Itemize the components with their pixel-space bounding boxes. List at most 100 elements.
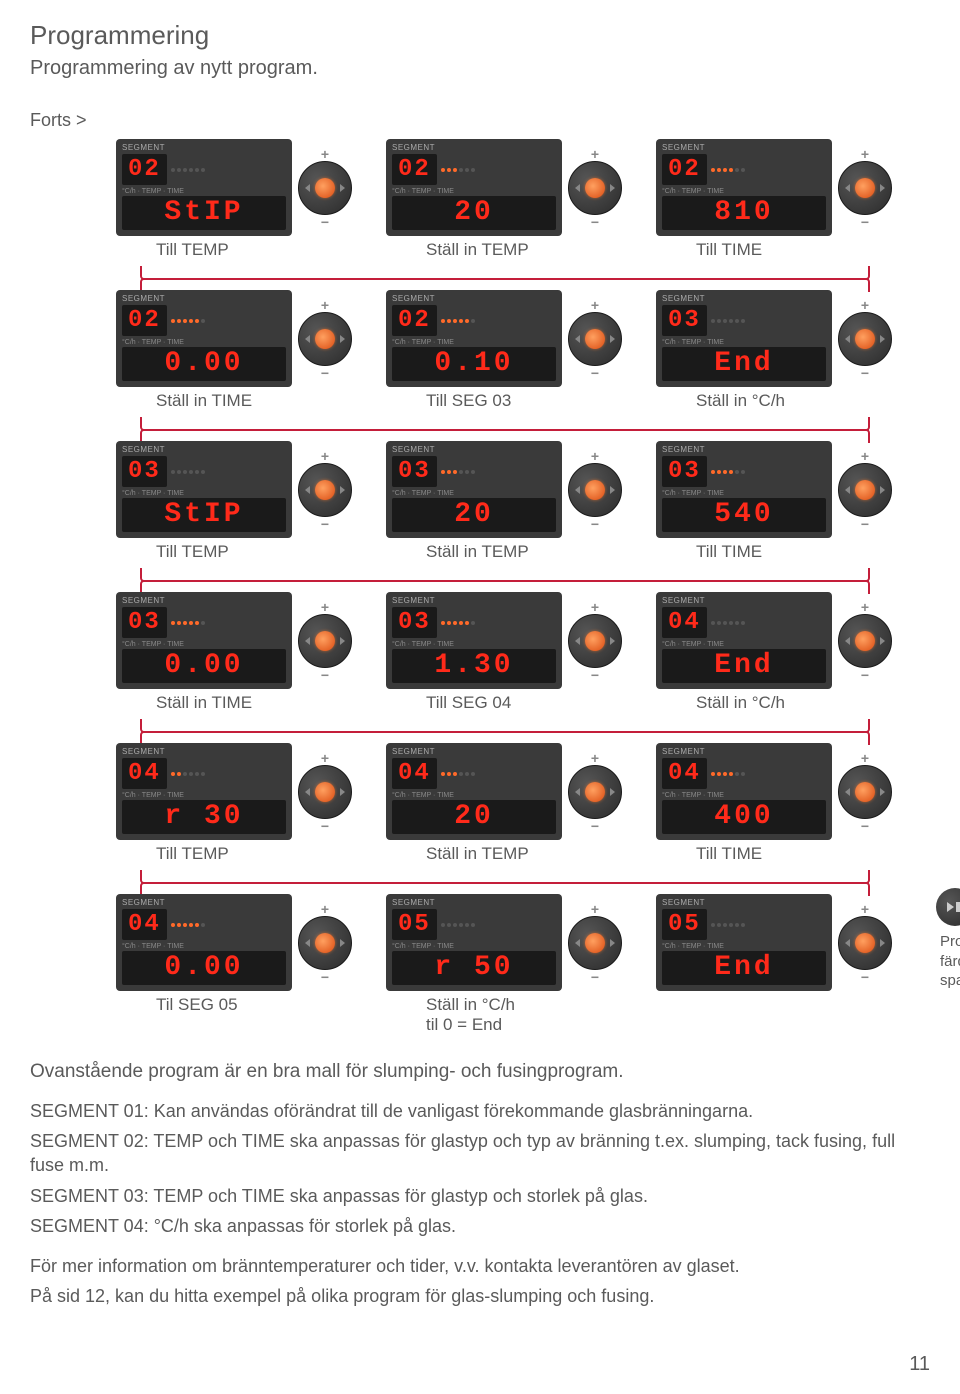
display-panel: SEGMENT 04 °C/h · TEMP · TIME 400: [656, 743, 832, 840]
indicator-dots: [711, 168, 745, 172]
main-display: 400: [662, 800, 826, 834]
main-display: 0.00: [122, 951, 286, 985]
rotary-dial[interactable]: [838, 765, 892, 819]
segment-label: SEGMENT: [662, 445, 826, 454]
controller-unit: SEGMENT 03 °C/h · TEMP · TIME 20 + −: [386, 441, 638, 538]
display-panel: SEGMENT 02 °C/h · TEMP · TIME 0.10: [386, 290, 562, 387]
dial-control[interactable]: + −: [568, 602, 622, 680]
segment-label: SEGMENT: [122, 445, 286, 454]
mode-labels: °C/h · TEMP · TIME: [662, 943, 826, 950]
plus-icon: +: [321, 904, 329, 914]
rotary-dial[interactable]: [568, 312, 622, 366]
step-caption: Till TIME: [656, 240, 908, 260]
dial-control[interactable]: + −: [568, 904, 622, 982]
rotary-dial[interactable]: [568, 916, 622, 970]
rotary-dial[interactable]: [298, 916, 352, 970]
dial-control[interactable]: + −: [298, 753, 352, 831]
controller-unit: SEGMENT 03 °C/h · TEMP · TIME 0.00 + −: [116, 592, 368, 689]
plus-icon: +: [321, 451, 329, 461]
plus-icon: +: [591, 451, 599, 461]
dial-control[interactable]: + −: [838, 602, 892, 680]
rotary-dial[interactable]: [568, 463, 622, 517]
indicator-dots: [711, 923, 745, 927]
continued-label: Forts >: [30, 110, 87, 131]
dial-control[interactable]: + −: [298, 602, 352, 680]
rotary-dial[interactable]: [298, 614, 352, 668]
rotary-dial[interactable]: [298, 765, 352, 819]
controller-row: SEGMENT 03 °C/h · TEMP · TIME StIP + − S…: [30, 441, 930, 538]
step-caption: Til SEG 05: [116, 995, 368, 1035]
caption-row: Till TEMPStäll in TEMPTill TIME: [30, 542, 930, 562]
dial-control[interactable]: + −: [838, 451, 892, 529]
play-icon: [947, 902, 954, 912]
mode-labels: °C/h · TEMP · TIME: [392, 943, 556, 950]
indicator-dots: [441, 470, 475, 474]
rotary-dial[interactable]: [568, 765, 622, 819]
dial-control[interactable]: + −: [838, 300, 892, 378]
minus-icon: −: [861, 519, 869, 529]
indicator-dots: [171, 319, 205, 323]
minus-icon: −: [591, 670, 599, 680]
main-display: StIP: [122, 196, 286, 230]
mode-labels: °C/h · TEMP · TIME: [122, 641, 286, 648]
dial-control[interactable]: + −: [838, 753, 892, 831]
segment-label: SEGMENT: [122, 747, 286, 756]
indicator-dots: [441, 621, 475, 625]
rotary-dial[interactable]: [838, 614, 892, 668]
main-display: 540: [662, 498, 826, 532]
controller-row: SEGMENT 03 °C/h · TEMP · TIME 0.00 + − S…: [30, 592, 930, 689]
indicator-dots: [711, 772, 745, 776]
caption-row: Ställ in TIMETill SEG 04Ställ in °C/h: [30, 693, 930, 713]
plus-icon: +: [321, 753, 329, 763]
main-display: StIP: [122, 498, 286, 532]
play-stop-button[interactable]: [936, 888, 960, 926]
controller-unit: SEGMENT 03 °C/h · TEMP · TIME 1.30 + −: [386, 592, 638, 689]
mode-labels: °C/h · TEMP · TIME: [122, 943, 286, 950]
segment-label: SEGMENT: [122, 143, 286, 152]
rotary-dial[interactable]: [298, 463, 352, 517]
rotary-dial[interactable]: [298, 312, 352, 366]
rotary-dial[interactable]: [568, 614, 622, 668]
indicator-dots: [171, 470, 205, 474]
footer-note-1: För mer information om bränntemperaturer…: [30, 1254, 930, 1278]
step-caption: Till TEMP: [116, 542, 368, 562]
plus-icon: +: [321, 300, 329, 310]
dial-control[interactable]: + −: [298, 904, 352, 982]
dial-control[interactable]: + −: [568, 149, 622, 227]
segment-label: SEGMENT: [392, 445, 556, 454]
mode-labels: °C/h · TEMP · TIME: [662, 792, 826, 799]
dial-control[interactable]: + −: [568, 300, 622, 378]
plus-icon: +: [591, 753, 599, 763]
dial-control[interactable]: + −: [838, 904, 892, 982]
rotary-dial[interactable]: [838, 463, 892, 517]
controller-unit: SEGMENT 04 °C/h · TEMP · TIME r 30 + −: [116, 743, 368, 840]
mode-labels: °C/h · TEMP · TIME: [662, 490, 826, 497]
controller-unit: SEGMENT 02 °C/h · TEMP · TIME 0.00 + −: [116, 290, 368, 387]
mode-labels: °C/h · TEMP · TIME: [392, 188, 556, 195]
dial-control[interactable]: + −: [298, 451, 352, 529]
mode-labels: °C/h · TEMP · TIME: [662, 339, 826, 346]
dial-control[interactable]: + −: [568, 753, 622, 831]
mode-labels: °C/h · TEMP · TIME: [122, 792, 286, 799]
main-display: 20: [392, 196, 556, 230]
dial-control[interactable]: + −: [298, 300, 352, 378]
rotary-dial[interactable]: [838, 161, 892, 215]
dial-control[interactable]: + −: [838, 149, 892, 227]
rotary-dial[interactable]: [838, 312, 892, 366]
step-caption: Till TEMP: [116, 240, 368, 260]
rotary-dial[interactable]: [298, 161, 352, 215]
main-display: 0.00: [122, 649, 286, 683]
rotary-dial[interactable]: [838, 916, 892, 970]
segment-display: 03: [122, 607, 167, 638]
step-caption: Ställ in TEMP: [386, 240, 638, 260]
display-panel: SEGMENT 04 °C/h · TEMP · TIME 20: [386, 743, 562, 840]
rotary-dial[interactable]: [568, 161, 622, 215]
dial-control[interactable]: + −: [298, 149, 352, 227]
plus-icon: +: [321, 602, 329, 612]
plus-icon: +: [861, 602, 869, 612]
dial-control[interactable]: + −: [568, 451, 622, 529]
minus-icon: −: [591, 368, 599, 378]
plus-icon: +: [861, 753, 869, 763]
mode-labels: °C/h · TEMP · TIME: [122, 188, 286, 195]
indicator-dots: [441, 772, 475, 776]
